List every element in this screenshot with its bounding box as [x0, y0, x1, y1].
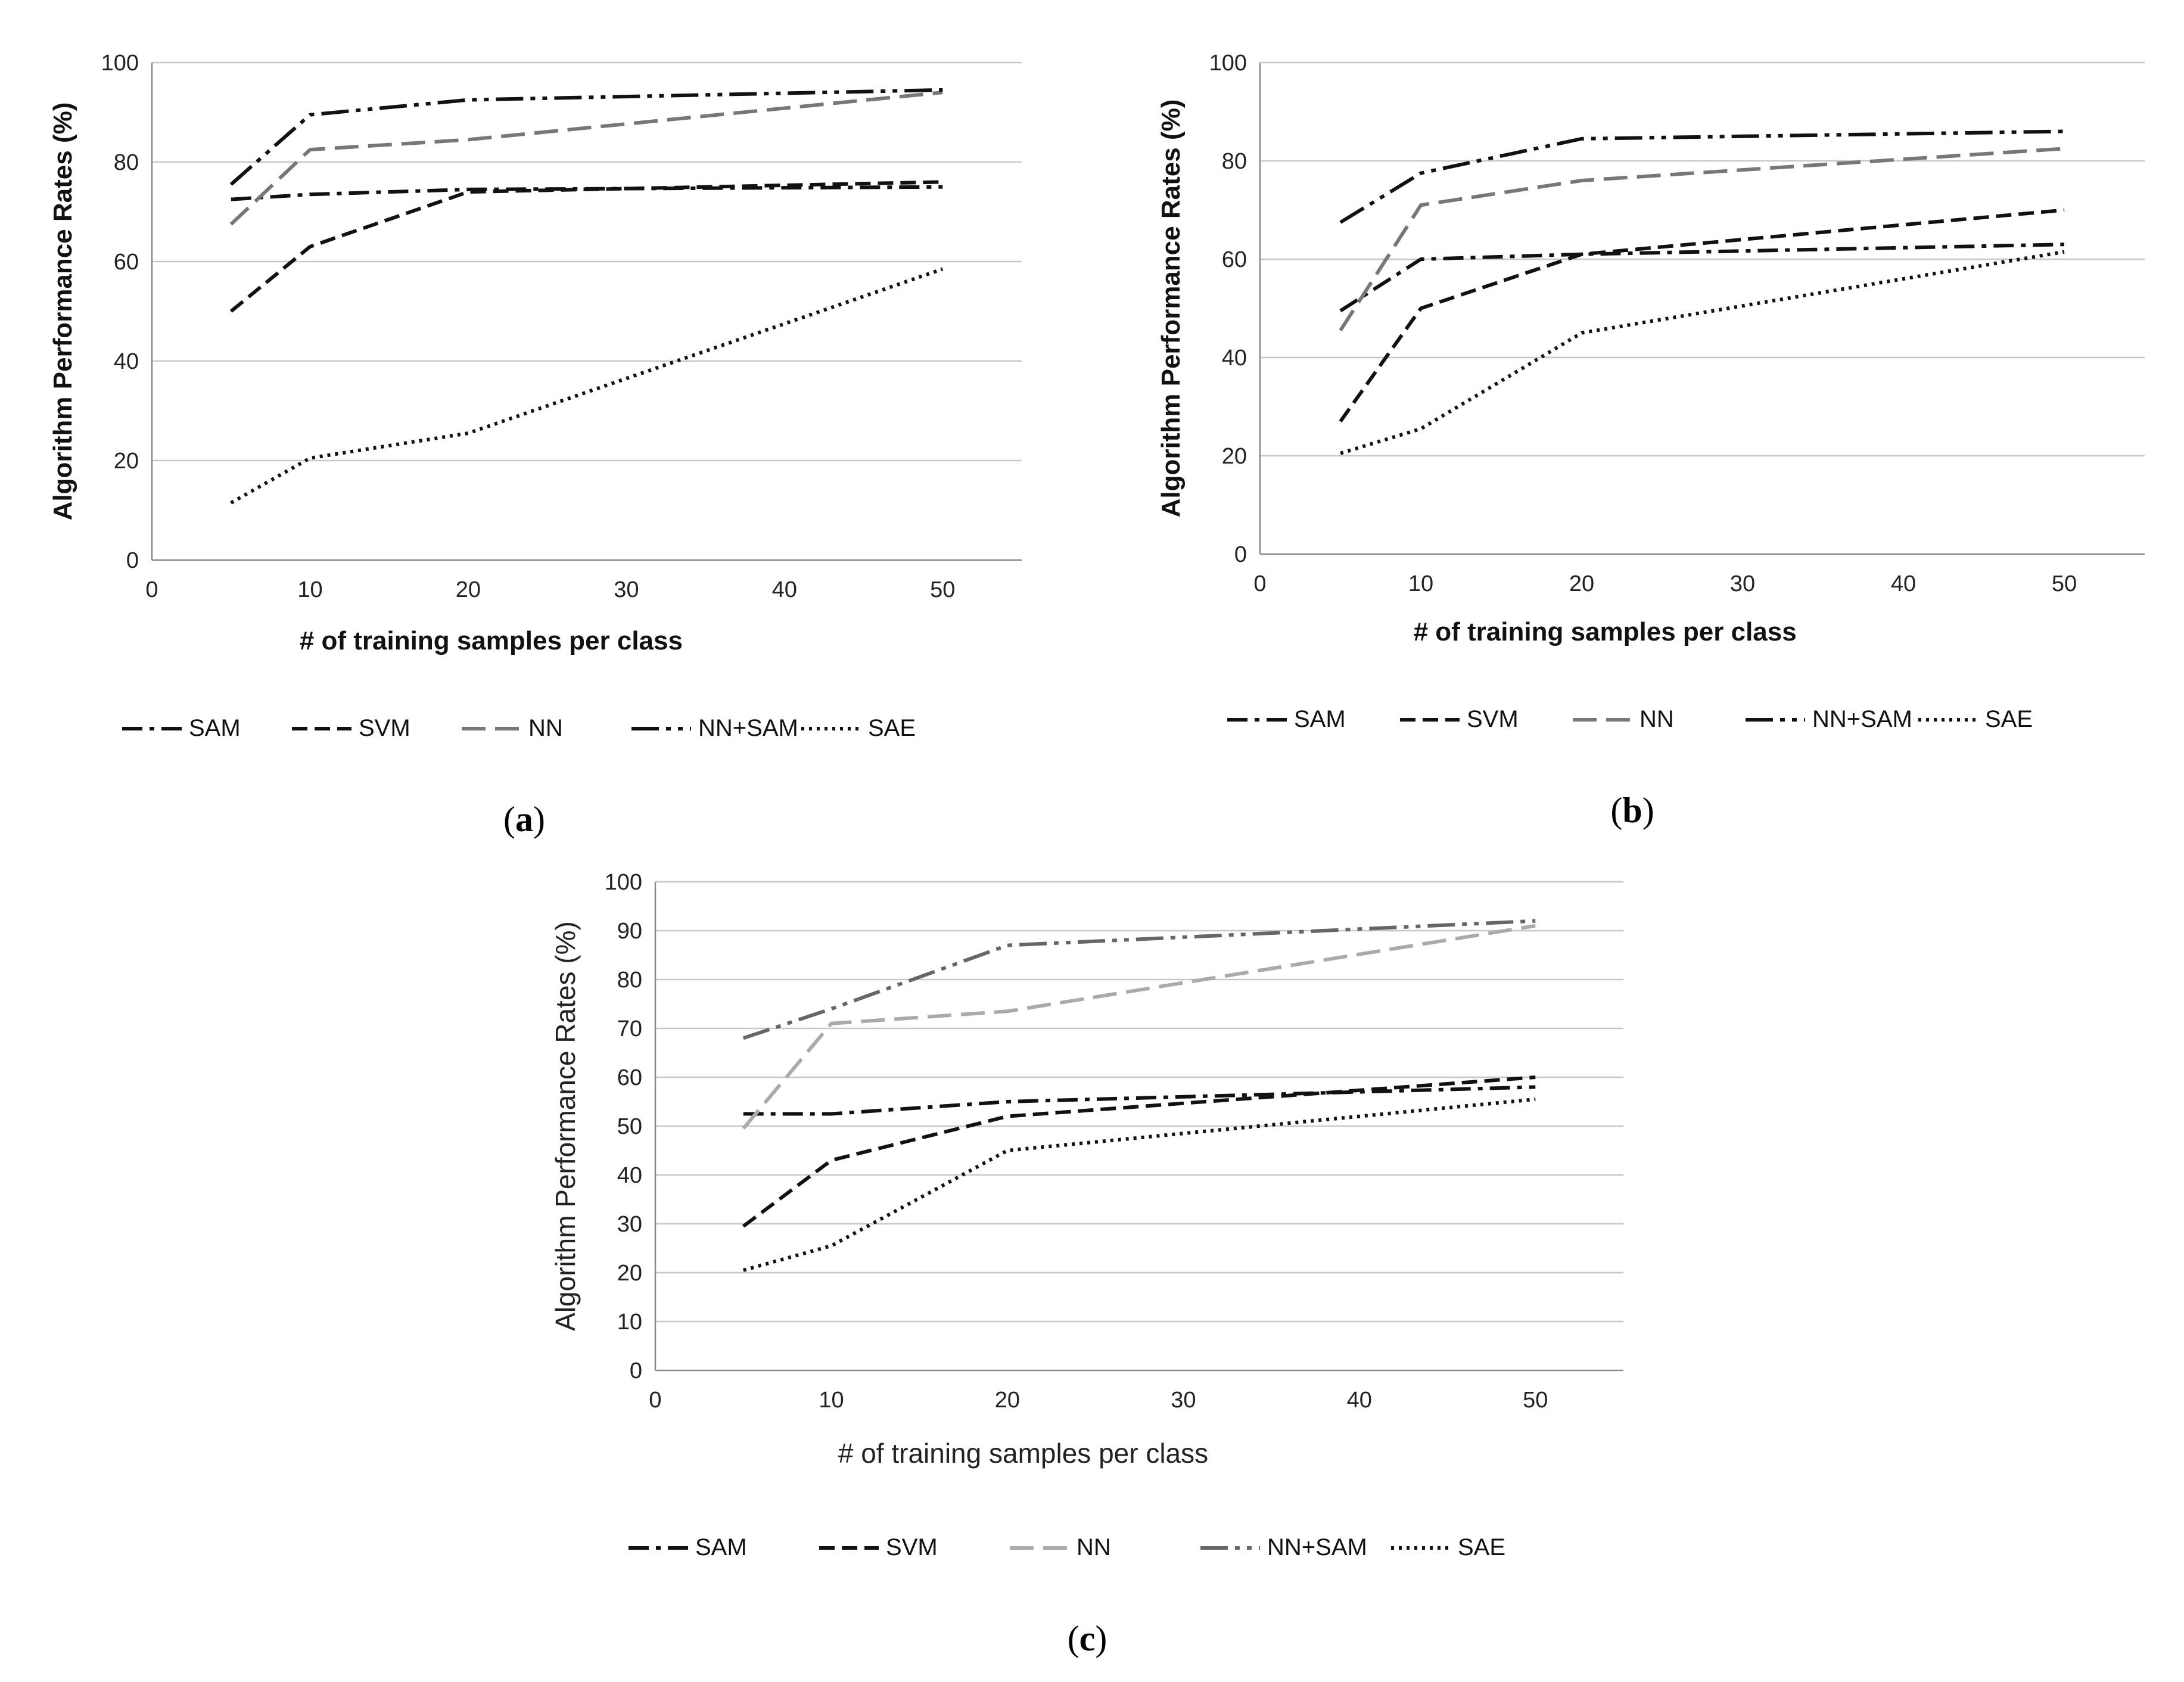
legend-label: NN — [1077, 1534, 1111, 1560]
y-tick-label: 0 — [1234, 542, 1247, 567]
panel-caption: (c) — [1068, 1619, 1107, 1658]
x-tick-label: 20 — [1569, 571, 1594, 596]
series-line-svm — [229, 180, 943, 313]
legend-label: NN+SAM — [698, 715, 798, 741]
y-tick-label: 0 — [126, 548, 139, 573]
y-tick-label: 40 — [617, 1163, 642, 1188]
series-line-nn-plus-sam — [229, 88, 943, 186]
series-line-nn-plus-sam — [1339, 129, 2065, 224]
legend-label: SAE — [1985, 706, 2033, 732]
caption-letter: c — [1079, 1619, 1096, 1658]
caption-close-paren: ) — [533, 800, 545, 839]
series-line-nn — [1339, 147, 2065, 332]
panel-caption: (b) — [1610, 791, 1654, 830]
series-line-svm — [742, 1075, 1536, 1228]
panel-caption: (a) — [503, 800, 545, 839]
y-axis-title: Algorithm Performance Rates (%) — [550, 921, 581, 1331]
y-tick-label: 20 — [617, 1261, 642, 1286]
y-tick-label: 100 — [1209, 51, 1247, 76]
x-tick-label: 30 — [614, 577, 639, 602]
x-tick-label: 10 — [819, 1388, 844, 1413]
caption-open-paren: ( — [1610, 791, 1622, 830]
x-tick-label: 0 — [145, 577, 158, 602]
x-tick-label: 0 — [1253, 571, 1266, 596]
caption-letter: a — [515, 800, 533, 839]
x-tick-label: 50 — [2052, 571, 2077, 596]
x-tick-label: 40 — [1347, 1388, 1372, 1413]
caption-open-paren: ( — [503, 800, 515, 839]
x-tick-label: 10 — [297, 577, 322, 602]
y-tick-label: 80 — [114, 150, 139, 175]
series-line-sam — [1339, 242, 2065, 313]
series-line-svm — [1339, 208, 2065, 422]
x-tick-label: 30 — [1171, 1388, 1196, 1413]
y-tick-label: 20 — [114, 449, 139, 474]
y-tick-label: 80 — [1222, 149, 1247, 174]
series-line-sam — [743, 1085, 1536, 1116]
y-tick-label: 10 — [617, 1310, 642, 1335]
x-axis-title: # of training samples per class — [300, 626, 683, 655]
y-tick-label: 70 — [617, 1016, 642, 1041]
y-tick-label: 0 — [630, 1358, 642, 1383]
series-line-nn-plus-sam — [742, 919, 1536, 1040]
x-tick-label: 0 — [649, 1388, 661, 1413]
legend-label: SAM — [189, 715, 241, 741]
legend-label: SAM — [695, 1534, 747, 1560]
chart-panel-b: 0 20 40 60 80 100 0 10 20 30 40 50 # of training sam… — [1156, 51, 2145, 830]
legend-label: NN — [528, 715, 563, 741]
caption-close-paren: ) — [1642, 791, 1654, 830]
x-tick-label: 50 — [1523, 1388, 1548, 1413]
x-axis-title: # of training samples per class — [838, 1438, 1208, 1469]
y-tick-label: 40 — [114, 349, 139, 374]
series-line-nn — [742, 924, 1536, 1130]
y-tick-label: 90 — [617, 919, 642, 944]
y-tick-label: 60 — [1222, 247, 1247, 272]
y-tick-label: 60 — [617, 1065, 642, 1090]
x-tick-label: 20 — [995, 1388, 1020, 1413]
legend-label: SVM — [1467, 706, 1519, 732]
x-axis-title: # of training samples per class — [1414, 617, 1797, 646]
y-tick-label: 20 — [1222, 444, 1247, 469]
y-tick-label: 100 — [605, 870, 642, 895]
caption-letter: b — [1622, 791, 1642, 830]
series-line-sae — [1340, 250, 2065, 455]
chart-panel-a: 0 20 40 60 80 100 0 10 20 30 40 50 # of training sam… — [48, 51, 1022, 839]
legend-label: SAM — [1294, 706, 1346, 732]
y-axis-title: Algorithm Performance Rates (%) — [48, 102, 77, 521]
series-line-sae — [230, 267, 944, 505]
x-tick-label: 10 — [1408, 571, 1433, 596]
x-tick-label: 20 — [456, 577, 481, 602]
legend-label: SAE — [1458, 1534, 1505, 1560]
caption-open-paren: ( — [1068, 1619, 1079, 1658]
legend-label: SAE — [868, 715, 916, 741]
legend-label: SVM — [886, 1534, 938, 1560]
y-tick-label: 30 — [617, 1212, 642, 1237]
x-tick-label: 50 — [930, 577, 955, 602]
y-tick-label: 80 — [617, 968, 642, 993]
y-tick-label: 40 — [1222, 346, 1247, 371]
legend-label: NN+SAM — [1267, 1534, 1367, 1560]
caption-close-paren: ) — [1095, 1619, 1107, 1658]
x-tick-label: 40 — [1891, 571, 1916, 596]
y-tick-label: 50 — [617, 1114, 642, 1139]
legend-label: NN — [1639, 706, 1674, 732]
x-tick-label: 30 — [1730, 571, 1755, 596]
legend-label: SVM — [359, 715, 410, 741]
y-tick-label: 100 — [101, 51, 139, 76]
y-axis-title: Algorithm Performance Rates (%) — [1156, 100, 1186, 518]
chart-panel-c: 0 10 20 30 40 50 60 70 80 90 100 0 10 20 30 40 50 # of tr… — [550, 870, 1623, 1658]
legend-label: NN+SAM — [1812, 706, 1912, 732]
series-line-nn — [229, 91, 943, 226]
y-tick-label: 60 — [114, 250, 139, 275]
series-line-sae — [742, 1097, 1536, 1272]
x-tick-label: 40 — [772, 577, 797, 602]
